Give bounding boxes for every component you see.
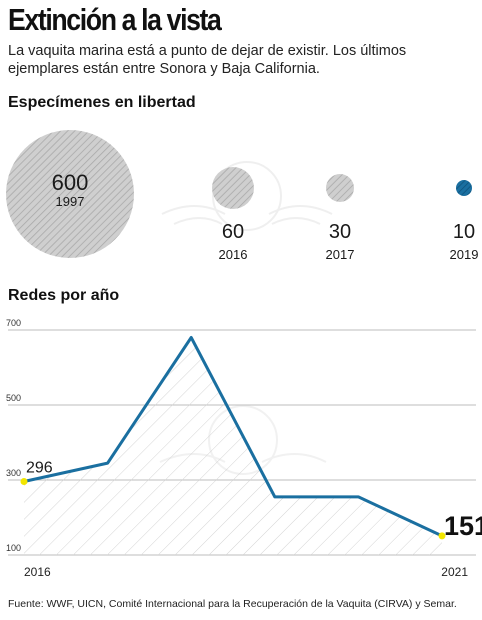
y-tick-label: 100	[6, 543, 21, 553]
series-line	[23, 336, 443, 538]
end-point-marker	[438, 532, 446, 540]
y-axis-ticks: 100 300 500 700	[6, 318, 21, 553]
bubble-year-2019: 2019	[450, 247, 479, 262]
bubble-2016	[212, 167, 254, 209]
bubble-2017	[326, 174, 354, 202]
page-title: Extinción a la vista	[8, 2, 222, 37]
page-subtitle: La vaquita marina está a punto de dejar …	[8, 43, 407, 77]
y-tick-label: 700	[6, 318, 21, 328]
bubble-value-1997: 600	[52, 170, 89, 195]
nets-chart: 100 300 500 700 2016 2021 296 151	[6, 318, 482, 579]
specimen-bubbles: 600 1997 60 2016 30 2017 10 2019	[6, 130, 478, 262]
x-tick-label: 2021	[441, 565, 468, 579]
nets-section-title: Redes por año	[8, 287, 120, 304]
bubble-year-2017: 2017	[326, 247, 355, 262]
bubble-value-2019: 10	[453, 221, 475, 243]
area-fill	[24, 337, 442, 555]
chart-annotations: 296 151	[26, 460, 482, 541]
chart-area	[20, 336, 446, 555]
watermark-emblem	[161, 161, 333, 231]
specimens-section-title: Especímenes en libertad	[8, 94, 196, 111]
y-tick-label: 500	[6, 393, 21, 403]
bubble-value-2016: 60	[222, 221, 244, 243]
bubble-year-1997: 1997	[56, 194, 85, 209]
start-point-marker	[20, 478, 28, 485]
bubble-2019	[456, 180, 472, 196]
source-note: Fuente: WWF, UICN, Comité Internacional …	[8, 598, 457, 610]
bubble-1997	[6, 130, 134, 258]
y-tick-label: 300	[6, 468, 21, 478]
start-value-label: 296	[26, 460, 53, 477]
bubble-value-2017: 30	[329, 221, 351, 243]
x-axis-ticks: 2016 2021	[24, 565, 468, 579]
x-tick-label: 2016	[24, 565, 51, 579]
end-value-label: 151	[444, 511, 482, 541]
bubble-year-2016: 2016	[219, 247, 248, 262]
